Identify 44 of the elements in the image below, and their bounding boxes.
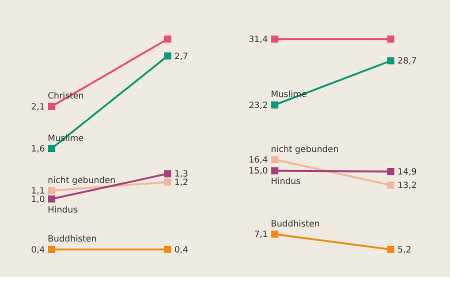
data-label: 2,1 [31,102,45,112]
point [48,186,56,194]
point [164,36,172,43]
point [271,230,278,238]
data-label: 13,2 [397,181,417,192]
data-label: 1,2 [174,178,188,188]
series-label: Buddhisten [270,219,320,230]
point [164,170,172,178]
series-label: Buddhisten [48,234,97,245]
point [164,246,172,254]
data-label: 7,1 [254,230,268,240]
series-label: Hindus [48,205,78,216]
point [387,36,394,43]
series-label: nicht gebunden [48,176,116,186]
point [271,167,278,174]
data-label: 31,4 [248,34,268,45]
point [164,178,172,186]
point [48,144,56,152]
data-label: 23,2 [248,100,268,111]
point [48,246,56,254]
data-label: 1,1 [31,186,45,196]
point [271,101,278,108]
point [387,57,394,64]
data-label: 1,0 [31,194,45,205]
data-label: 0,4 [31,245,46,256]
data-label: 1,3 [174,170,188,180]
point [271,156,278,164]
point [387,246,394,254]
point [271,36,278,43]
point [387,168,394,176]
series-label: nicht gebunden [270,144,339,155]
data-label: 28,7 [397,56,417,67]
data-label: 16,4 [248,155,268,166]
data-label: 15,0 [248,166,268,177]
point [48,195,56,203]
data-label: 0,4 [174,245,189,256]
point [387,182,394,189]
data-label: 2,7 [174,52,188,62]
point [164,52,172,60]
data-label: 14,9 [397,167,417,178]
data-label: 1,6 [31,144,45,154]
series-label: Hindus [270,177,302,188]
point [48,102,56,110]
data-label: 5,2 [397,245,412,256]
